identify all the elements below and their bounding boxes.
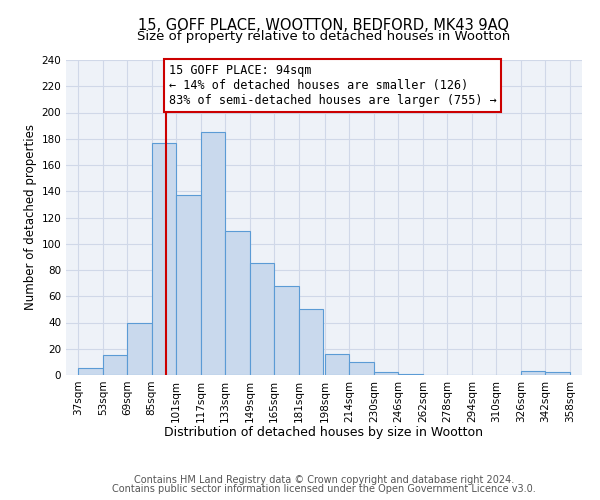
Text: 15, GOFF PLACE, WOOTTON, BEDFORD, MK43 9AQ: 15, GOFF PLACE, WOOTTON, BEDFORD, MK43 9… [139,18,509,32]
Bar [274,286,299,375]
Bar [78,368,103,375]
Bar [545,372,570,375]
Bar [250,264,274,375]
Bar [349,362,374,375]
Bar [152,142,176,375]
Bar [374,372,398,375]
Y-axis label: Number of detached properties: Number of detached properties [24,124,37,310]
X-axis label: Distribution of detached houses by size in Wootton: Distribution of detached houses by size … [164,426,484,439]
Bar [521,371,545,375]
Bar [398,374,423,375]
Bar [201,132,225,375]
Bar [299,310,323,375]
Text: Contains HM Land Registry data © Crown copyright and database right 2024.: Contains HM Land Registry data © Crown c… [134,475,514,485]
Bar [176,195,201,375]
Bar [127,322,152,375]
Bar [325,354,349,375]
Text: 15 GOFF PLACE: 94sqm
← 14% of detached houses are smaller (126)
83% of semi-deta: 15 GOFF PLACE: 94sqm ← 14% of detached h… [169,64,496,107]
Text: Contains public sector information licensed under the Open Government Licence v3: Contains public sector information licen… [112,484,536,494]
Bar [103,356,127,375]
Bar [225,230,250,375]
Text: Size of property relative to detached houses in Wootton: Size of property relative to detached ho… [137,30,511,43]
